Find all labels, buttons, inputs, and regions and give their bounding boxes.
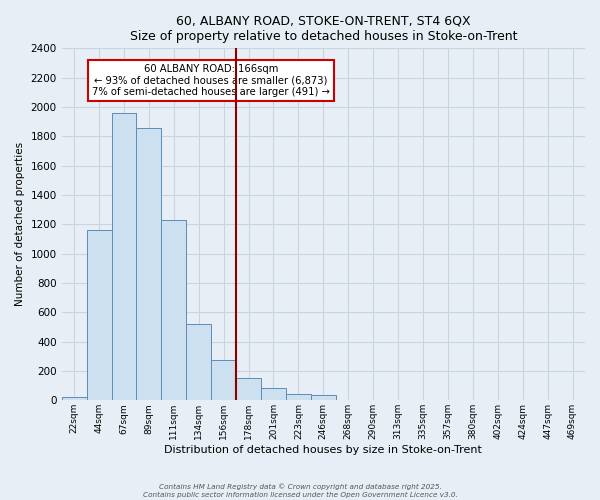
Bar	[112, 113, 136, 401]
Bar	[186, 324, 211, 400]
Bar	[136, 128, 161, 400]
Title: 60, ALBANY ROAD, STOKE-ON-TRENT, ST4 6QX
Size of property relative to detached h: 60, ALBANY ROAD, STOKE-ON-TRENT, ST4 6QX…	[130, 15, 517, 43]
X-axis label: Distribution of detached houses by size in Stoke-on-Trent: Distribution of detached houses by size …	[164, 445, 482, 455]
Y-axis label: Number of detached properties: Number of detached properties	[15, 142, 25, 306]
Bar	[161, 220, 186, 400]
Bar	[261, 388, 286, 400]
Bar	[211, 360, 236, 401]
Text: 60 ALBANY ROAD: 166sqm
← 93% of detached houses are smaller (6,873)
7% of semi-d: 60 ALBANY ROAD: 166sqm ← 93% of detached…	[92, 64, 330, 98]
Bar	[62, 396, 86, 400]
Bar	[311, 395, 336, 400]
Bar	[236, 378, 261, 400]
Text: Contains HM Land Registry data © Crown copyright and database right 2025.
Contai: Contains HM Land Registry data © Crown c…	[143, 484, 457, 498]
Bar	[86, 230, 112, 400]
Bar	[286, 394, 311, 400]
